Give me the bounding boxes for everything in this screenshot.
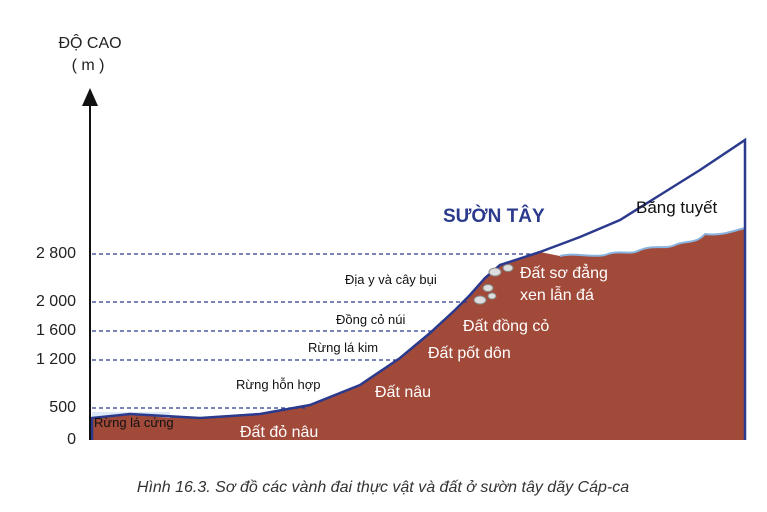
vegetation-label: Đồng cỏ núi	[336, 312, 405, 327]
tick-label: 1 600	[36, 322, 76, 339]
axis-arrow	[82, 88, 98, 106]
snow-edge	[559, 227, 746, 257]
tick-label: 500	[49, 399, 76, 416]
soil-label: xen lẫn đá	[520, 285, 594, 304]
vegetation-label: Băng tuyết	[636, 198, 718, 217]
rocks	[473, 264, 514, 305]
tick-label: 1 200	[36, 351, 76, 368]
snow-cap	[540, 140, 745, 256]
tick-label: 0	[67, 431, 76, 448]
tick-label: 2 800	[36, 245, 76, 262]
soil-label: Đất đồng cỏ	[463, 318, 549, 335]
vegetation-label: Rừng lá kim	[308, 340, 378, 355]
coast-strip	[92, 412, 170, 418]
mountain	[92, 140, 745, 440]
vegetation-label: Địa y và cây bụi	[345, 272, 437, 287]
soil-label: Đất đỏ nâu	[240, 424, 318, 441]
slope-name: SƯỜN TÂY	[443, 205, 545, 227]
vegetation-label: Rừng hỗn hợp	[236, 377, 320, 392]
axis-unit: ( m )	[72, 57, 105, 74]
profile	[90, 137, 747, 440]
axis-title: ĐỘ CAO	[58, 33, 121, 52]
soil-label: Đất pốt dôn	[428, 345, 511, 362]
caption: Hình 16.3. Sơ đồ các vành đai thực vật v…	[137, 479, 629, 496]
soil-label: Đất sơ đẳng	[520, 263, 608, 282]
soil-label: Đất nâu	[375, 384, 431, 401]
tick-label: 2 000	[36, 293, 76, 310]
vegetation-label: Rừng lá cứng	[94, 415, 174, 430]
